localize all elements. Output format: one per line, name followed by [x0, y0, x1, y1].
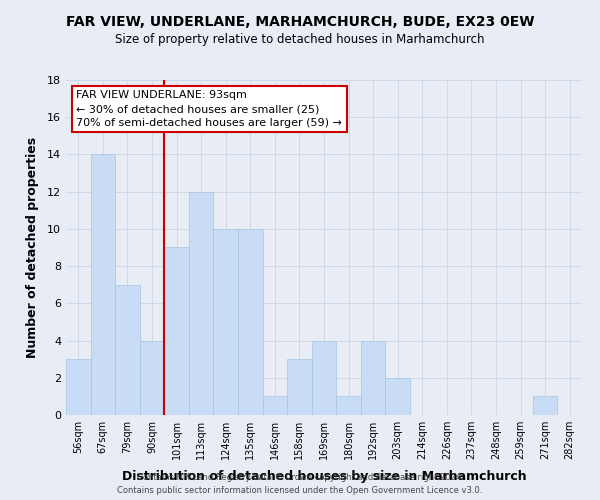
Bar — [533, 396, 557, 415]
Bar — [140, 340, 164, 415]
Text: FAR VIEW UNDERLANE: 93sqm
← 30% of detached houses are smaller (25)
70% of semi-: FAR VIEW UNDERLANE: 93sqm ← 30% of detac… — [76, 90, 342, 128]
Bar — [287, 359, 312, 415]
Text: FAR VIEW, UNDERLANE, MARHAMCHURCH, BUDE, EX23 0EW: FAR VIEW, UNDERLANE, MARHAMCHURCH, BUDE,… — [66, 15, 534, 29]
Bar — [263, 396, 287, 415]
Text: Contains HM Land Registry data © Crown copyright and database right 2024.: Contains HM Land Registry data © Crown c… — [137, 472, 463, 482]
Bar — [66, 359, 91, 415]
Bar — [336, 396, 361, 415]
Bar — [189, 192, 214, 415]
Bar — [238, 229, 263, 415]
Text: Contains public sector information licensed under the Open Government Licence v3: Contains public sector information licen… — [118, 486, 482, 495]
Bar — [115, 284, 140, 415]
Bar — [361, 340, 385, 415]
Bar — [164, 248, 189, 415]
X-axis label: Distribution of detached houses by size in Marhamchurch: Distribution of detached houses by size … — [122, 470, 526, 484]
Bar — [91, 154, 115, 415]
Bar — [214, 229, 238, 415]
Bar — [385, 378, 410, 415]
Bar — [312, 340, 336, 415]
Text: Size of property relative to detached houses in Marhamchurch: Size of property relative to detached ho… — [115, 32, 485, 46]
Y-axis label: Number of detached properties: Number of detached properties — [26, 137, 38, 358]
